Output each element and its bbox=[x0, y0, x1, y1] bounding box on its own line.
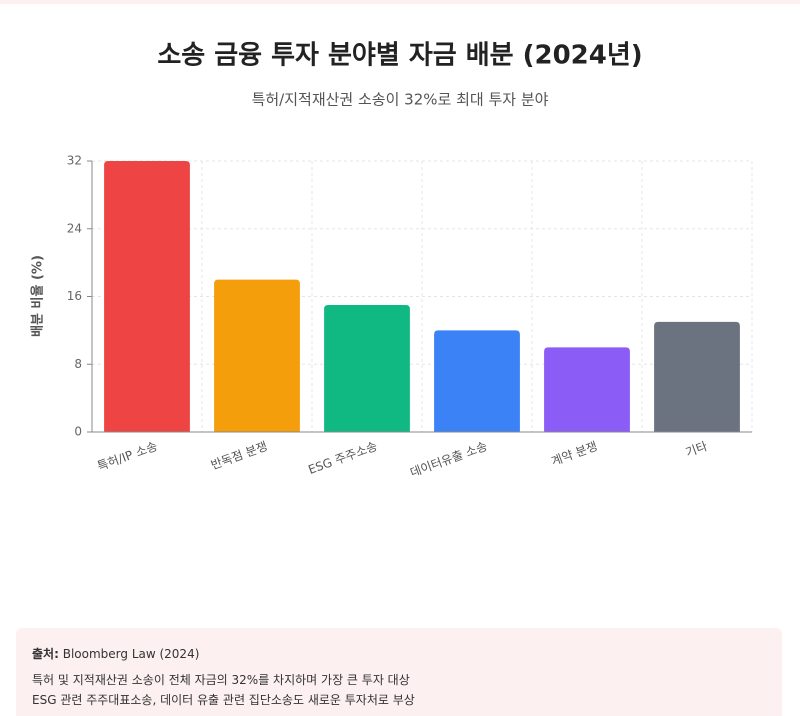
y-tick-label: 8 bbox=[74, 357, 82, 371]
top-band bbox=[0, 0, 800, 4]
chart-subtitle: 특허/지적재산권 소송이 32%로 최대 투자 분야 bbox=[252, 91, 549, 109]
x-tick-label: 데이터유출 소송 bbox=[408, 439, 489, 480]
x-tick-label: 계약 분쟁 bbox=[549, 438, 599, 469]
source-line: 출처: Bloomberg Law (2024) bbox=[32, 644, 766, 664]
source-label: 출처: bbox=[32, 647, 59, 661]
x-tick-label: 기타 bbox=[684, 439, 710, 460]
x-tick-label: 반독점 분쟁 bbox=[209, 439, 269, 472]
y-tick-label: 16 bbox=[67, 289, 82, 303]
note: 특허 및 지적재산권 소송이 전체 자금의 32%를 차지하며 가장 큰 투자 … bbox=[32, 673, 410, 687]
y-tick-label: 32 bbox=[67, 154, 82, 168]
source: Bloomberg Law (2024) bbox=[62, 647, 200, 661]
bar bbox=[434, 330, 520, 432]
bar bbox=[104, 161, 190, 432]
bar bbox=[324, 304, 410, 432]
bar bbox=[544, 347, 630, 432]
bar bbox=[214, 279, 300, 432]
bar bbox=[654, 321, 740, 432]
x-tick-label: 특허/IP 소송 bbox=[95, 439, 159, 474]
chart: 소송 금융 투자 분야별 자금 배분 (2024년) 특허/지적재산권 소송이 … bbox=[30, 41, 753, 480]
x-tick-label: ESG 주주소송 bbox=[306, 439, 379, 477]
note: ESG 관련 주주대표소송, 데이터 유출 관련 집단소송도 새로운 투자처로 … bbox=[32, 693, 415, 707]
y-axis-label: 배분 비율 (%) bbox=[30, 255, 46, 337]
y-tick-label: 24 bbox=[67, 221, 82, 235]
chart-title: 소송 금융 투자 분야별 자금 배분 (2024년) bbox=[157, 41, 642, 71]
y-tick-label: 0 bbox=[74, 425, 82, 439]
source-box: 출처: Bloomberg Law (2024) 특허 및 지적재산권 소송이 … bbox=[16, 628, 782, 716]
